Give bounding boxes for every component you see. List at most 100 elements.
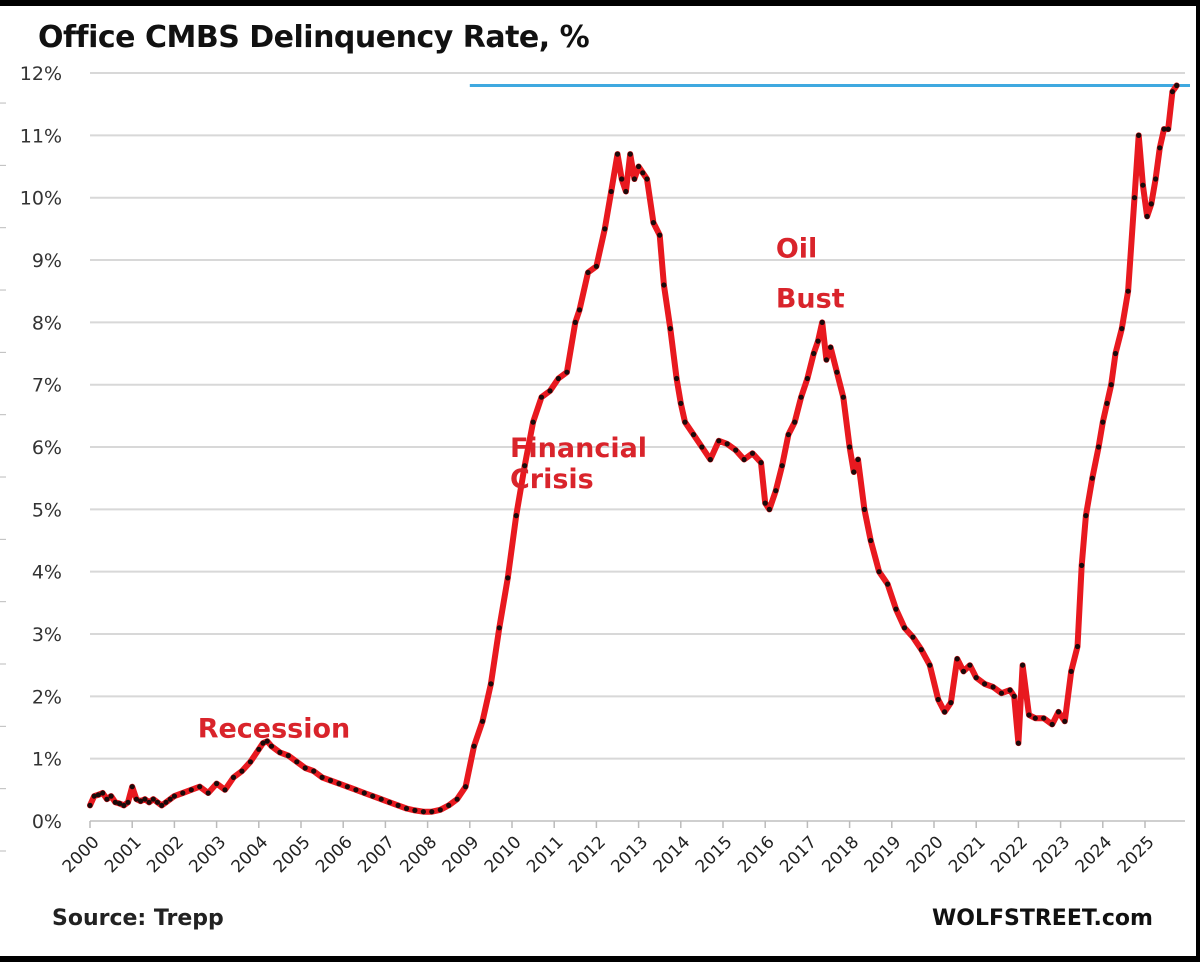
data-point [785,432,792,438]
data-point [344,784,350,790]
x-tick-label: 2019 [861,832,906,877]
annotation-financial: Financial [510,433,647,464]
data-point [564,369,570,375]
data-point [1112,350,1119,357]
data-point [834,369,840,375]
data-point [885,581,891,587]
source-label: Source: Trepp [52,906,224,931]
data-point [214,781,220,787]
data-point [1062,718,1068,724]
data-point [1032,715,1038,721]
data-point [285,753,291,759]
data-point [505,575,511,581]
data-point [585,269,591,276]
data-point [876,569,882,575]
data-point [636,163,642,170]
data-point [614,151,621,157]
x-tick-label: 2006 [312,832,357,877]
brand-label: WOLFSTREET.com [932,906,1153,931]
data-point [657,232,663,238]
data-point [1169,89,1175,95]
data-point [1144,213,1150,219]
data-point [121,802,127,809]
data-point [125,799,131,805]
annotation-oil: Oil [776,234,817,265]
data-point [95,792,101,798]
data-point [1119,326,1125,332]
data-point [762,500,768,506]
data-point [138,798,144,804]
data-point [828,344,834,350]
data-point [798,394,804,400]
x-tick-label: 2008 [396,832,441,877]
x-tick-label: 2021 [945,832,990,877]
data-point [479,718,486,724]
x-tick-label: 2004 [228,832,273,877]
data-point [163,799,169,805]
data-point [1026,712,1032,718]
data-point [1015,740,1022,746]
data-point [948,700,954,706]
data-point [1140,182,1146,188]
data-point [819,319,825,325]
x-tick-label: 2005 [270,832,315,877]
data-point [154,799,161,805]
data-point [1007,687,1013,693]
data-point [847,444,853,450]
data-point [674,375,680,382]
y-axis: 0% 1% 2% 3% 4% 5% 6% 7% 8% 9% 10% 11% 12% [20,63,62,833]
x-tick-label: 2003 [185,832,230,877]
data-point [522,463,528,469]
data-point [861,506,868,512]
data-point [644,176,650,182]
data-point [294,759,300,765]
y-tick-label: 11% [20,125,62,147]
data-point [918,647,924,653]
data-point [733,447,739,453]
data-point [412,807,418,814]
data-point [446,802,452,809]
x-tick-label: 2020 [903,832,948,877]
y-tick-label: 3% [32,624,62,646]
data-point [619,176,625,182]
data-point [403,805,410,812]
data-point [100,790,106,796]
x-tick-label: 2015 [692,832,737,877]
data-point [260,740,266,746]
data-point [967,662,973,668]
data-point [496,625,502,631]
x-tick-label: 2001 [101,832,146,877]
data-point [954,656,960,662]
x-tick-label: 2011 [523,832,568,877]
data-point [935,696,941,703]
data-point [758,460,764,466]
data-point [205,790,211,796]
data-point [1089,475,1095,481]
data-point [1104,400,1110,406]
data-point [640,170,646,176]
x-tick-label: 2022 [987,832,1032,877]
chart-title: Office CMBS Delinquency Rate, % [38,20,590,55]
data-point [387,799,393,805]
y-tick-label: 10% [20,188,62,210]
data-point [471,743,477,749]
data-point [1148,201,1154,207]
data-point [361,790,367,796]
data-point [1157,145,1163,151]
x-tick-label: 2016 [734,832,779,877]
data-point [650,220,657,226]
x-tick-label: 2002 [143,832,188,877]
y-tick-label: 4% [32,562,62,584]
x-tick-label: 2000 [59,832,104,877]
data-point [572,319,578,325]
data-point [129,784,135,790]
data-point [998,690,1005,696]
top-border [0,0,1200,6]
y-tick-label: 1% [32,749,62,771]
data-point [623,188,629,195]
data-point [699,444,705,450]
data-point [815,338,821,344]
data-point [378,796,384,802]
data-point [420,809,426,815]
